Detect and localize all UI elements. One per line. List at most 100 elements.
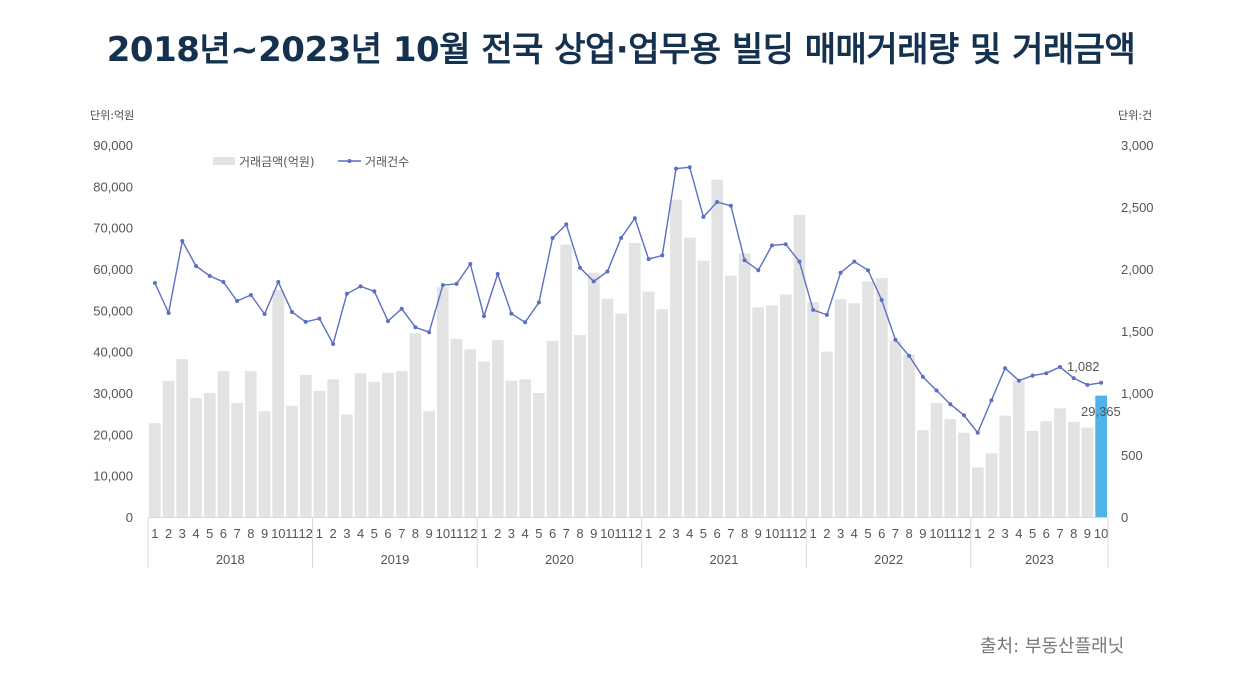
line-marker <box>440 283 445 288</box>
right-axis-tick: 3,000 <box>1121 138 1154 153</box>
month-label: 5 <box>535 526 542 541</box>
line-marker <box>1099 380 1104 385</box>
bar <box>615 313 627 517</box>
bar <box>779 294 792 517</box>
month-label: 2 <box>659 526 666 541</box>
line-marker <box>235 299 240 303</box>
right-axis-unit: 단위:건 <box>1118 109 1153 122</box>
bar <box>258 411 271 517</box>
month-label: 6 <box>384 526 391 541</box>
month-label: 12 <box>298 526 312 541</box>
month-label: 9 <box>425 526 432 541</box>
month-label: 6 <box>220 526 227 541</box>
line-marker <box>166 311 171 315</box>
left-y-axis: 0 10,000 20,000 30,000 40,000 50,000 60,000 70,… <box>93 138 133 525</box>
bar <box>354 373 367 517</box>
bar <box>793 214 806 517</box>
bar <box>1013 380 1025 517</box>
month-label: 10 <box>600 526 614 541</box>
bar <box>999 415 1011 517</box>
line-marker <box>674 166 678 171</box>
line-marker <box>619 236 624 240</box>
line-marker <box>715 200 720 204</box>
left-axis-unit: 단위:억원 <box>90 109 135 122</box>
bar <box>642 291 655 517</box>
line-marker <box>468 262 473 266</box>
left-axis-tick: 90,000 <box>93 138 133 153</box>
chart-title: 2018년~2023년 10월 전국 상업·업무용 빌딩 매매거래량 및 거래금… <box>106 30 1136 70</box>
year-label: 2022 <box>874 552 903 567</box>
line-marker <box>550 236 555 240</box>
month-label: 10 <box>436 526 450 541</box>
line-marker <box>276 280 281 284</box>
month-label: 2 <box>165 526 172 541</box>
line-marker <box>770 243 774 248</box>
line-marker <box>838 270 843 275</box>
month-label: 11 <box>779 526 793 541</box>
bar <box>944 419 957 517</box>
count-line <box>154 166 1102 435</box>
month-label: 4 <box>1015 526 1022 541</box>
month-label: 8 <box>247 526 254 541</box>
year-label: 2023 <box>1025 552 1054 567</box>
line-marker <box>331 342 336 346</box>
line-marker <box>344 291 349 296</box>
bar <box>519 379 531 517</box>
annotations: 1,082 29,365 <box>1067 359 1121 419</box>
line-marker <box>1058 365 1062 369</box>
line-marker <box>1003 366 1008 371</box>
month-label: 7 <box>563 526 570 541</box>
bar <box>272 290 285 517</box>
line-marker <box>975 430 980 435</box>
left-axis-tick: 50,000 <box>93 303 133 318</box>
bar <box>752 307 765 517</box>
month-label: 3 <box>508 526 515 541</box>
line-marker <box>879 298 884 302</box>
source-note: 출처: 부동산플래닛 <box>980 636 1125 657</box>
bar <box>875 278 888 517</box>
month-label: 10 <box>929 526 943 541</box>
bar <box>697 260 710 517</box>
bar <box>1026 431 1039 517</box>
line-marker <box>509 311 514 316</box>
line-marker <box>893 337 898 342</box>
bar <box>834 299 847 517</box>
bar <box>711 179 723 517</box>
bar <box>766 305 778 517</box>
bar <box>162 381 175 517</box>
month-label: 2 <box>823 526 830 541</box>
year-label: 2021 <box>710 552 739 567</box>
month-label: 8 <box>741 526 748 541</box>
bar <box>821 351 833 517</box>
line-marker <box>358 284 363 289</box>
legend: 거래금액(억원) 거래건수 <box>213 155 409 169</box>
month-label: 1 <box>316 526 323 541</box>
bar <box>670 199 682 517</box>
month-label: 9 <box>755 526 762 541</box>
bar <box>985 453 998 517</box>
legend-line-label: 거래건수 <box>365 155 409 169</box>
bar <box>190 398 202 517</box>
right-axis-tick: 2,500 <box>1121 200 1154 215</box>
line-marker <box>824 312 829 317</box>
bar <box>409 333 422 517</box>
line-marker <box>399 306 404 311</box>
right-y-axis: 0 500 1,000 1,500 2,000 2,500 3,000 <box>1121 138 1154 525</box>
bar <box>341 414 353 517</box>
line-marker <box>687 165 692 170</box>
bar <box>149 423 161 517</box>
month-label: 10 <box>271 526 285 541</box>
bar <box>368 381 381 517</box>
bar <box>656 309 669 517</box>
line-marker <box>797 259 802 264</box>
month-label: 1 <box>151 526 158 541</box>
line-marker <box>1016 378 1021 383</box>
bar <box>1040 421 1053 517</box>
line-marker <box>811 307 816 312</box>
bar <box>299 374 312 517</box>
bar <box>464 349 477 517</box>
line-marker <box>605 269 610 274</box>
month-label: 1 <box>480 526 487 541</box>
